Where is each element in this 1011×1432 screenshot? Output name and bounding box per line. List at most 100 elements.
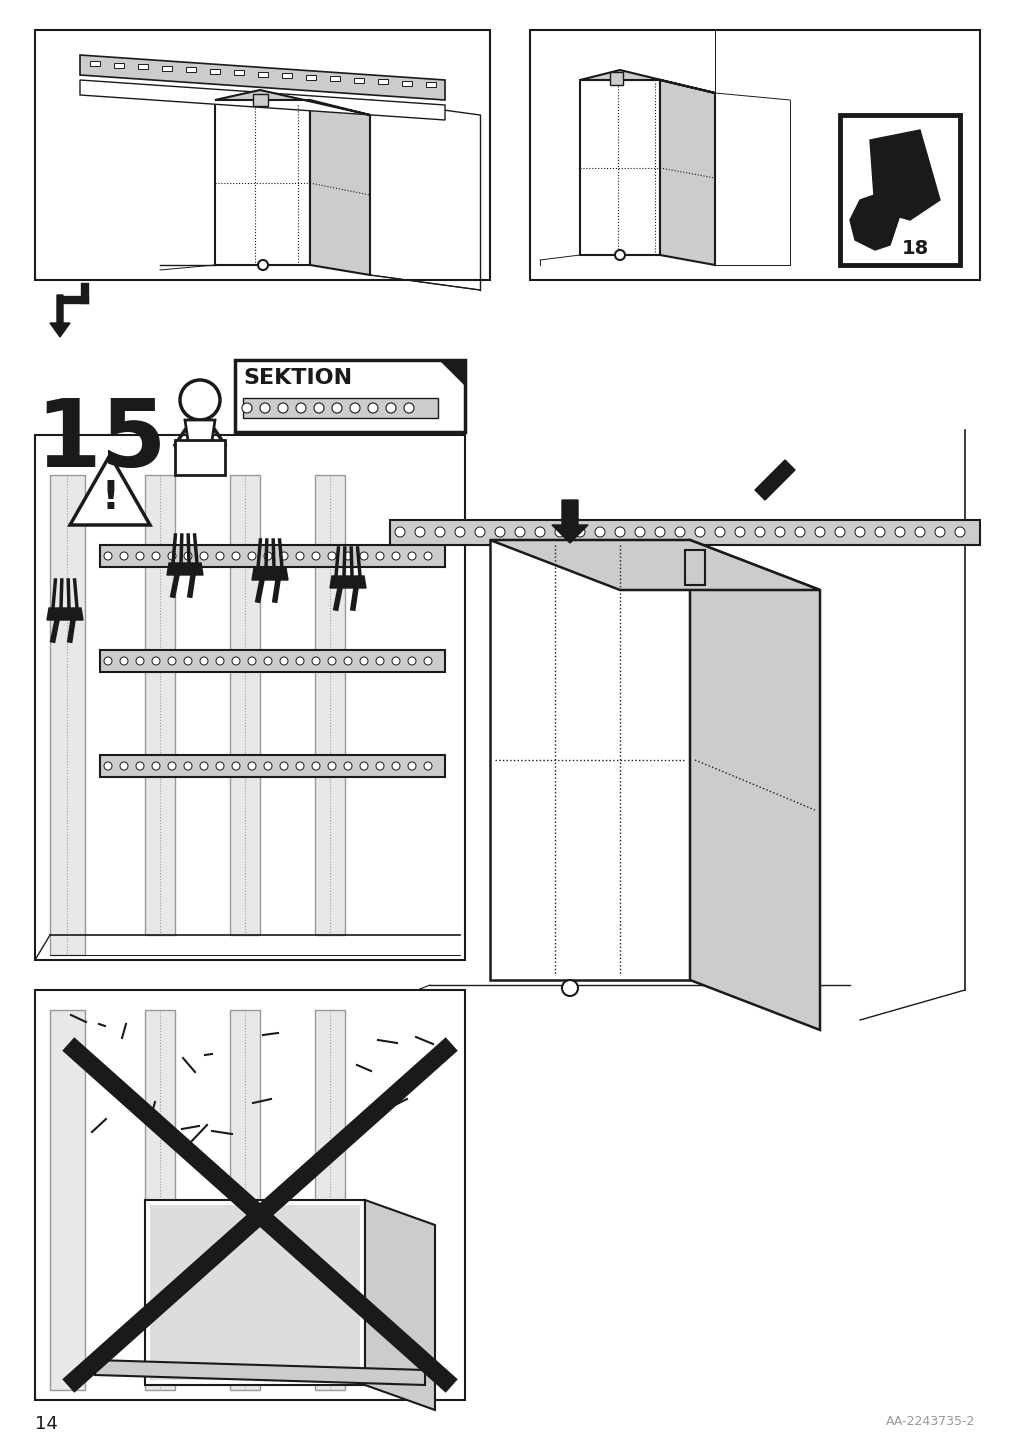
Circle shape: [260, 402, 270, 412]
Circle shape: [180, 379, 219, 420]
Circle shape: [424, 762, 432, 770]
Circle shape: [328, 762, 336, 770]
Bar: [610, 72, 623, 84]
Circle shape: [394, 527, 404, 537]
Circle shape: [344, 657, 352, 664]
Polygon shape: [690, 540, 819, 1030]
Polygon shape: [252, 569, 288, 580]
Circle shape: [834, 527, 844, 537]
Polygon shape: [579, 70, 715, 93]
Circle shape: [407, 657, 416, 664]
Circle shape: [295, 762, 303, 770]
Polygon shape: [214, 90, 370, 115]
Bar: [530, 30, 979, 281]
Circle shape: [424, 657, 432, 664]
Circle shape: [814, 527, 824, 537]
Circle shape: [248, 762, 256, 770]
Bar: [258, 72, 268, 76]
Circle shape: [934, 527, 944, 537]
Bar: [330, 76, 340, 82]
Bar: [35, 990, 464, 1400]
Circle shape: [295, 657, 303, 664]
Bar: [100, 546, 445, 567]
Bar: [35, 30, 489, 281]
Circle shape: [344, 551, 352, 560]
Circle shape: [561, 979, 577, 997]
Circle shape: [435, 527, 445, 537]
Bar: [150, 1204, 360, 1380]
Bar: [145, 1200, 365, 1385]
Circle shape: [168, 762, 176, 770]
Polygon shape: [551, 500, 587, 543]
Bar: [162, 66, 172, 70]
Circle shape: [200, 657, 208, 664]
Circle shape: [615, 251, 625, 261]
Circle shape: [311, 657, 319, 664]
Circle shape: [368, 402, 378, 412]
Bar: [137, 64, 148, 69]
Circle shape: [200, 551, 208, 560]
Circle shape: [184, 551, 192, 560]
Bar: [253, 95, 268, 106]
Circle shape: [407, 762, 416, 770]
Polygon shape: [167, 563, 203, 576]
Circle shape: [403, 402, 413, 412]
Circle shape: [258, 261, 268, 271]
Circle shape: [594, 527, 605, 537]
Bar: [282, 73, 292, 77]
Circle shape: [795, 527, 804, 537]
Polygon shape: [70, 455, 150, 526]
Bar: [401, 80, 411, 86]
Circle shape: [311, 762, 319, 770]
Polygon shape: [849, 193, 904, 251]
Text: 18: 18: [901, 239, 928, 258]
Bar: [210, 69, 219, 73]
Circle shape: [120, 551, 127, 560]
Circle shape: [350, 402, 360, 412]
Circle shape: [415, 527, 425, 537]
Polygon shape: [869, 130, 939, 221]
Bar: [839, 115, 959, 265]
Text: 14: 14: [35, 1415, 58, 1432]
Bar: [90, 62, 100, 66]
Polygon shape: [659, 80, 715, 265]
Circle shape: [135, 657, 144, 664]
Circle shape: [264, 657, 272, 664]
Circle shape: [311, 551, 319, 560]
Circle shape: [264, 551, 272, 560]
Circle shape: [248, 657, 256, 664]
Circle shape: [535, 527, 545, 537]
Bar: [229, 1010, 260, 1390]
Circle shape: [574, 527, 584, 537]
Circle shape: [360, 657, 368, 664]
Circle shape: [385, 402, 395, 412]
Circle shape: [344, 762, 352, 770]
Circle shape: [407, 551, 416, 560]
Bar: [50, 1010, 85, 1390]
Circle shape: [104, 762, 112, 770]
Bar: [186, 67, 196, 72]
Circle shape: [494, 527, 504, 537]
Circle shape: [875, 527, 885, 537]
Circle shape: [734, 527, 744, 537]
Circle shape: [515, 527, 525, 537]
Bar: [229, 475, 260, 935]
Bar: [100, 650, 445, 672]
Circle shape: [455, 527, 464, 537]
Bar: [35, 435, 464, 959]
Circle shape: [104, 657, 112, 664]
Bar: [234, 70, 244, 74]
Circle shape: [242, 402, 252, 412]
Polygon shape: [95, 1360, 425, 1385]
Circle shape: [215, 762, 223, 770]
Polygon shape: [365, 1200, 435, 1411]
Bar: [145, 1010, 175, 1390]
Polygon shape: [80, 80, 445, 120]
Bar: [314, 475, 345, 935]
Circle shape: [152, 657, 160, 664]
Circle shape: [914, 527, 924, 537]
Circle shape: [280, 551, 288, 560]
Circle shape: [232, 551, 240, 560]
Bar: [145, 475, 175, 935]
Circle shape: [248, 551, 256, 560]
